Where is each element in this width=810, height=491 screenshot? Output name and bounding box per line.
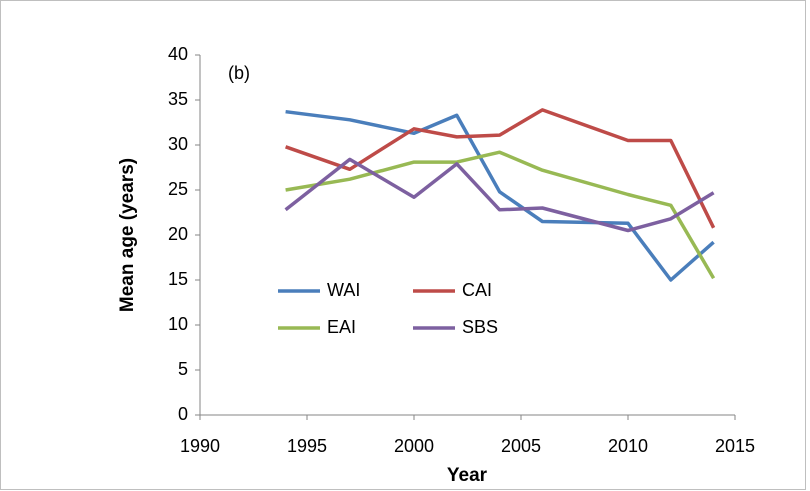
x-tick-label: 2015 <box>715 436 755 456</box>
x-tick-label: 2005 <box>501 436 541 456</box>
y-axis-title: Mean age (years) <box>117 158 138 312</box>
series-line <box>284 157 715 233</box>
y-tick-label: 40 <box>168 44 188 64</box>
series-line <box>285 109 715 282</box>
y-tick-label: 20 <box>168 224 188 244</box>
legend-label: CAI <box>462 280 492 300</box>
x-tick-label: 1990 <box>180 436 220 456</box>
series-line <box>285 108 716 229</box>
x-axis-title: Year <box>447 465 488 486</box>
y-tick-label: 15 <box>168 269 188 289</box>
y-tick-label: 10 <box>168 314 188 334</box>
legend-label: SBS <box>462 317 498 337</box>
y-tick-label: 5 <box>178 359 188 379</box>
annotation: (b) <box>228 63 250 83</box>
legend-label: WAI <box>327 280 360 300</box>
y-tick-label: 30 <box>168 134 188 154</box>
x-tick-label: 1995 <box>287 436 327 456</box>
x-tick-label: 2010 <box>608 436 648 456</box>
y-tick-label: 25 <box>168 179 188 199</box>
legend-label: EAI <box>327 317 356 337</box>
y-tick-label: 0 <box>178 404 188 424</box>
y-tick-label: 35 <box>168 89 188 109</box>
x-tick-label: 2000 <box>394 436 434 456</box>
